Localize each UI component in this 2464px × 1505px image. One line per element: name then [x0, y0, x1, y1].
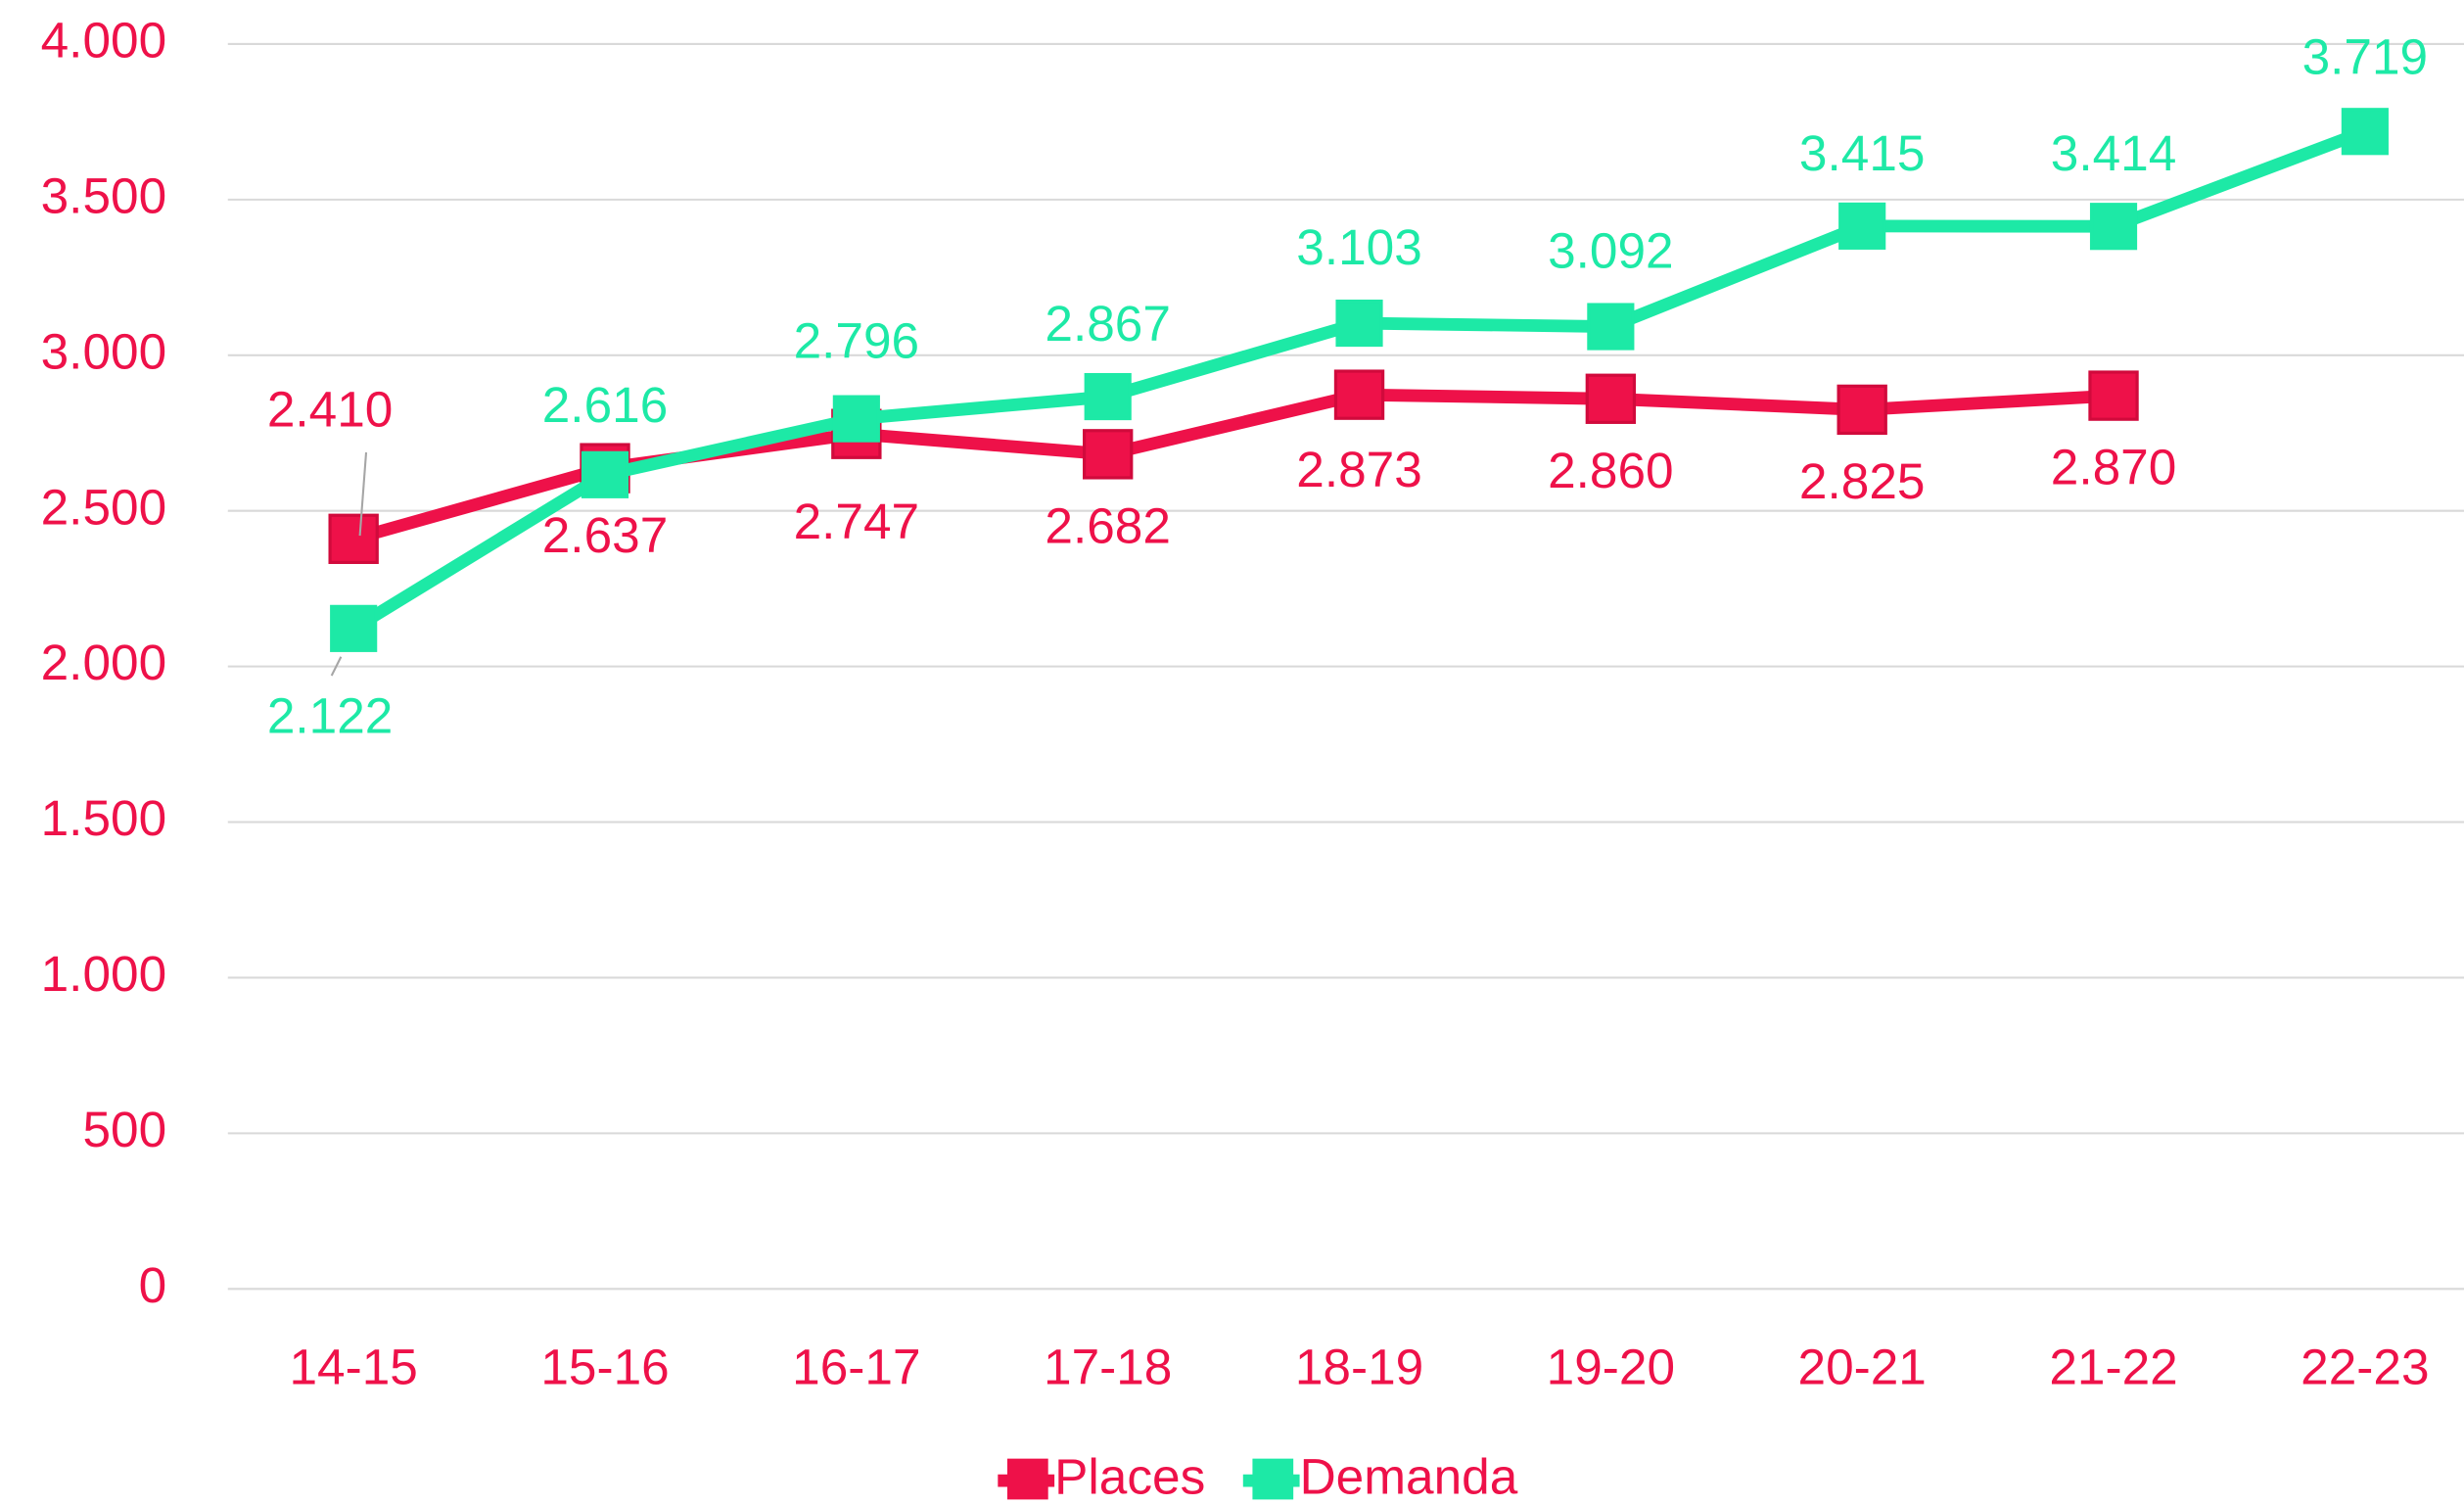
legend-label: Demanda: [1300, 1449, 1518, 1505]
legend-label: Places: [1054, 1449, 1205, 1505]
data-label: 2.682: [1045, 497, 1171, 553]
data-label: 2.796: [794, 313, 920, 369]
y-tick-label: 4.000: [41, 13, 167, 69]
data-label: 2.637: [542, 507, 669, 563]
data-label: 2.747: [794, 494, 920, 549]
data-label: 3.092: [1548, 222, 1674, 278]
data-label: 2.870: [2051, 440, 2177, 495]
marker: [2089, 203, 2138, 251]
data-label: 2.860: [1548, 443, 1674, 498]
data-label: 2.410: [267, 381, 394, 437]
leader-line: [358, 451, 368, 537]
marker: [1084, 372, 1132, 421]
data-label: 2.867: [1045, 296, 1171, 352]
marker: [2341, 108, 2389, 156]
x-tick-label: 18-19: [1295, 1339, 1423, 1394]
x-tick-label: 22-23: [2301, 1339, 2429, 1394]
data-label: 3.719: [2302, 29, 2429, 85]
leader-line: [330, 656, 343, 677]
x-tick-label: 16-17: [792, 1339, 920, 1394]
marker: [1587, 303, 1635, 351]
legend-swatch: [1252, 1458, 1294, 1500]
marker: [1083, 429, 1134, 480]
y-tick-label: 3.000: [41, 323, 167, 379]
data-label: 2.873: [1296, 442, 1422, 497]
data-label: 3.414: [2051, 125, 2177, 181]
x-tick-label: 20-21: [1798, 1339, 1927, 1394]
marker: [1836, 384, 1887, 436]
x-tick-label: 17-18: [1044, 1339, 1172, 1394]
y-tick-label: 1.000: [41, 946, 167, 1002]
marker: [1838, 202, 1886, 250]
y-tick-label: 1.500: [41, 790, 167, 846]
x-tick-label: 19-20: [1547, 1339, 1675, 1394]
marker: [581, 450, 629, 498]
marker: [330, 604, 378, 652]
marker: [2088, 370, 2139, 421]
x-tick-label: 21-22: [2049, 1339, 2177, 1394]
legend-swatch: [1006, 1458, 1048, 1500]
y-tick-label: 3.500: [41, 167, 167, 223]
x-tick-label: 14-15: [290, 1339, 418, 1394]
data-label: 3.415: [1799, 125, 1926, 181]
marker: [1333, 369, 1385, 420]
data-label: 3.103: [1296, 219, 1422, 275]
y-tick-label: 2.000: [41, 635, 167, 690]
data-label: 2.825: [1799, 453, 1926, 509]
y-tick-label: 500: [82, 1102, 166, 1157]
data-label: 2.616: [542, 377, 669, 433]
marker: [832, 395, 880, 443]
y-tick-label: 2.500: [41, 479, 167, 535]
x-tick-label: 15-16: [540, 1339, 669, 1394]
marker: [1585, 373, 1637, 424]
data-label: 2.122: [267, 688, 394, 744]
y-tick-label: 0: [139, 1257, 167, 1313]
marker: [328, 513, 379, 564]
marker: [1335, 299, 1383, 348]
